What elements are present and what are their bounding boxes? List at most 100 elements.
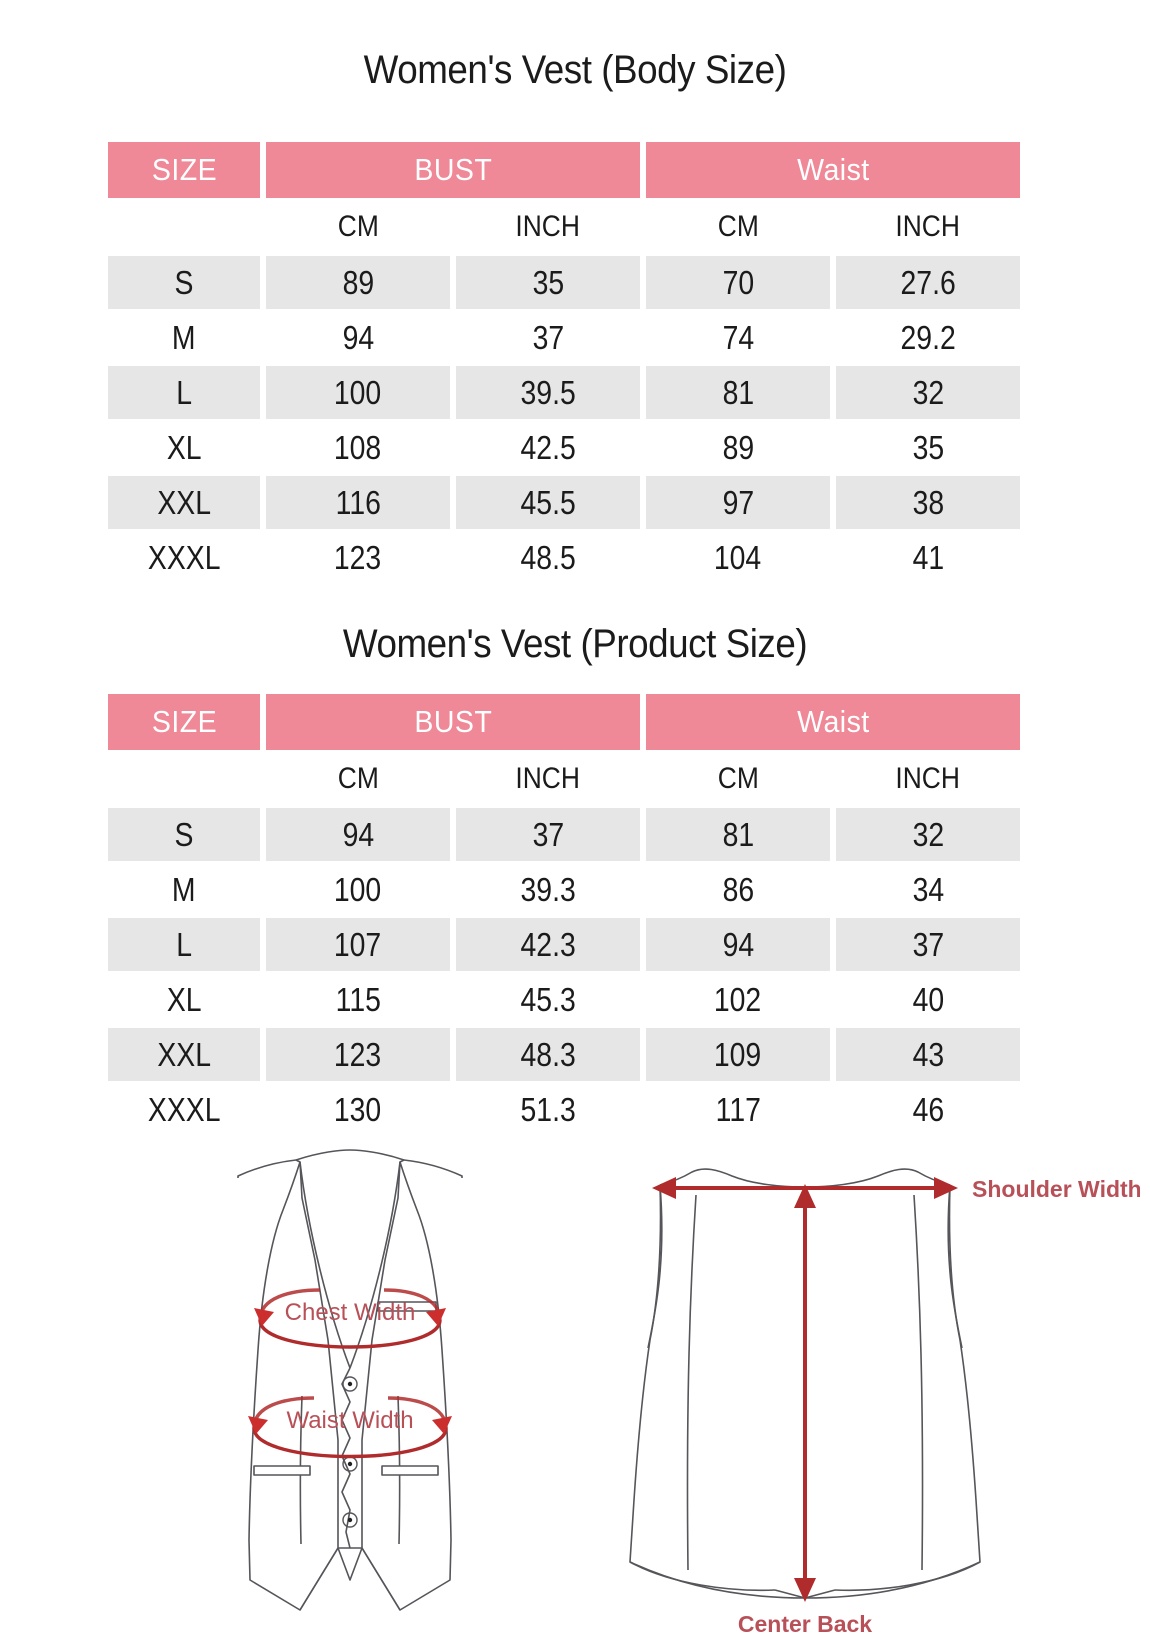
group-header-row: SIZE BUST Waist [108,694,1021,750]
body-size-table: SIZE BUST Waist CM INCH CM INCH S 89 35 [102,140,1021,586]
table-head: SIZE BUST Waist CM INCH CM INCH [108,694,1021,806]
cell-waist-cm: 109 [646,1028,830,1081]
unit-header-waist-inch: INCH [836,200,1021,254]
cell-waist-inch: 29.2 [836,311,1021,364]
table-row: S 94 37 81 32 [108,808,1021,861]
cell-waist-inch: 34 [836,863,1021,916]
cell-waist-inch: 38 [836,476,1021,529]
unit-header-bust-cm: CM [266,752,450,806]
group-header-size-label: SIZE [151,152,217,187]
unit-header-bust-inch: INCH [456,752,640,806]
cell-waist-inch: 37 [836,918,1021,971]
cell-bust-cm: 108 [266,421,450,474]
cell-size: XL [108,973,260,1026]
cell-waist-cm: 81 [646,366,830,419]
table-row: XXL 123 48.3 109 43 [108,1028,1021,1081]
cell-size: XXL [108,1028,260,1081]
cell-waist-inch: 32 [836,808,1021,861]
cell-bust-cm: 123 [266,1028,450,1081]
measurement-diagrams: Chest Width Waist Width [0,1140,1150,1650]
cell-waist-cm: 86 [646,863,830,916]
cell-size: M [108,863,260,916]
cell-bust-inch: 42.3 [456,918,640,971]
unit-header-bust-cm: CM [266,200,450,254]
unit-header-waist-cm-label: CM [717,762,759,795]
table-row: XXXL 123 48.5 104 41 [108,531,1021,584]
group-header-size-label: SIZE [151,704,217,739]
cell-waist-inch: 40 [836,973,1021,1026]
cell-waist-cm: 97 [646,476,830,529]
cell-bust-inch: 37 [456,808,640,861]
group-header-waist-label: Waist [796,152,870,187]
cell-size: XXXL [108,1083,260,1136]
cell-size: XL [108,421,260,474]
table-body: S 94 37 81 32 M 100 39.3 86 34 L 107 42.… [108,808,1021,1136]
chest-width-measure-arrow [254,1288,446,1349]
vest-front-diagram: Chest Width Waist Width [150,1140,550,1650]
cell-size: XXL [108,476,260,529]
group-header-bust-label: BUST [414,152,492,187]
group-header-waist: Waist [646,694,1021,750]
cell-bust-inch: 37 [456,311,640,364]
unit-header-blank [108,752,260,806]
cell-waist-inch: 43 [836,1028,1021,1081]
table-row: S 89 35 70 27.6 [108,256,1021,309]
group-header-bust: BUST [266,694,640,750]
page-title-product-size: Women's Vest (Product Size) [342,622,808,666]
product-size-table: SIZE BUST Waist CM INCH CM INCH S 94 37 [102,692,1021,1138]
vest-back-diagram: Shoulder Width Center Back [600,1140,1140,1650]
cell-bust-inch: 48.5 [456,531,640,584]
center-back-measure-arrow [794,1184,816,1602]
group-header-waist-label: Waist [796,704,870,739]
cell-bust-inch: 39.5 [456,366,640,419]
group-header-waist: Waist [646,142,1021,198]
cell-size: S [108,256,260,309]
page-title-body-size: Women's Vest (Body Size) [363,48,787,92]
unit-header-row: CM INCH CM INCH [108,752,1021,806]
vest-front-outline [237,1149,463,1611]
waist-width-label: Waist Width [286,1407,413,1434]
table-row: L 100 39.5 81 32 [108,366,1021,419]
center-back-label: Center Back [738,1611,872,1637]
table-body: S 89 35 70 27.6 M 94 37 74 29.2 L 100 39… [108,256,1021,584]
cell-bust-inch: 51.3 [456,1083,640,1136]
cell-bust-cm: 89 [266,256,450,309]
unit-header-waist-cm: CM [646,752,830,806]
unit-header-waist-cm-label: CM [717,210,759,243]
group-header-size: SIZE [108,694,260,750]
unit-header-waist-inch: INCH [836,752,1021,806]
unit-header-waist-inch-label: INCH [895,210,961,243]
cell-waist-inch: 35 [836,421,1021,474]
cell-bust-cm: 94 [266,808,450,861]
table-product-size: SIZE BUST Waist CM INCH CM INCH S 94 37 [102,692,1026,1138]
cell-bust-cm: 100 [266,366,450,419]
unit-header-waist-cm: CM [646,200,830,254]
cell-bust-cm: 107 [266,918,450,971]
cell-waist-cm: 117 [646,1083,830,1136]
cell-waist-inch: 32 [836,366,1021,419]
cell-size: L [108,366,260,419]
vest-button [342,1376,358,1392]
waist-width-measure-arrow [248,1396,452,1459]
cell-bust-inch: 35 [456,256,640,309]
shoulder-width-label: Shoulder Width [972,1176,1140,1202]
group-header-size: SIZE [108,142,260,198]
cell-waist-cm: 104 [646,531,830,584]
vest-button [342,1512,358,1528]
cell-bust-inch: 48.3 [456,1028,640,1081]
table-row: M 94 37 74 29.2 [108,311,1021,364]
group-header-bust: BUST [266,142,640,198]
group-header-bust-label: BUST [414,704,492,739]
chest-width-label: Chest Width [285,1299,416,1326]
cell-bust-cm: 123 [266,531,450,584]
unit-header-bust-inch-label: INCH [515,762,581,795]
cell-size: M [108,311,260,364]
cell-waist-cm: 70 [646,256,830,309]
table-body-size: SIZE BUST Waist CM INCH CM INCH S 89 35 [102,140,1026,586]
cell-waist-cm: 89 [646,421,830,474]
cell-bust-inch: 45.3 [456,973,640,1026]
cell-bust-inch: 39.3 [456,863,640,916]
unit-header-waist-inch-label: INCH [895,762,961,795]
cell-bust-inch: 45.5 [456,476,640,529]
